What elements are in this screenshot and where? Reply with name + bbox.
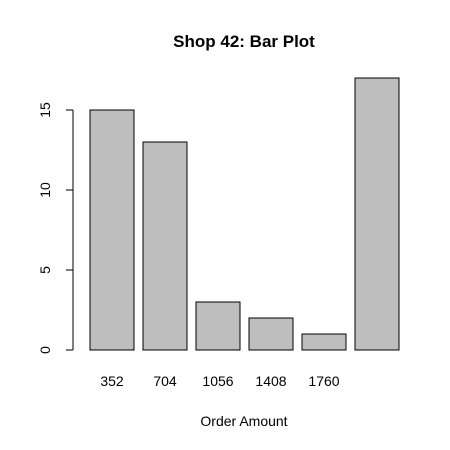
y-tick-label-2: 10 [37,182,53,198]
y-tick-label-0: 0 [37,346,53,354]
bar-3 [248,317,294,351]
x-tick-label-3: 1408 [255,373,286,389]
x-tick-labels: 352 704 1056 1408 1760 [100,373,339,389]
y-tick-label-3: 15 [37,102,53,118]
x-tick-label-4: 1760 [308,373,339,389]
y-axis: 0 5 10 15 [37,102,74,354]
x-tick-label-1: 704 [153,373,177,389]
x-tick-label-2: 1056 [202,373,233,389]
bar-0 [89,109,135,351]
bar-1 [142,141,188,351]
x-tick-label-0: 352 [100,373,124,389]
bar-5 [354,77,400,351]
y-tick-label-1: 5 [37,266,53,274]
bar-2 [195,301,241,351]
bar-4 [301,333,347,351]
y-ticks: 0 5 10 15 [37,102,73,354]
x-axis-title: Order Amount [200,413,287,429]
bars-group [89,77,400,351]
chart-title: Shop 42: Bar Plot [173,32,315,51]
